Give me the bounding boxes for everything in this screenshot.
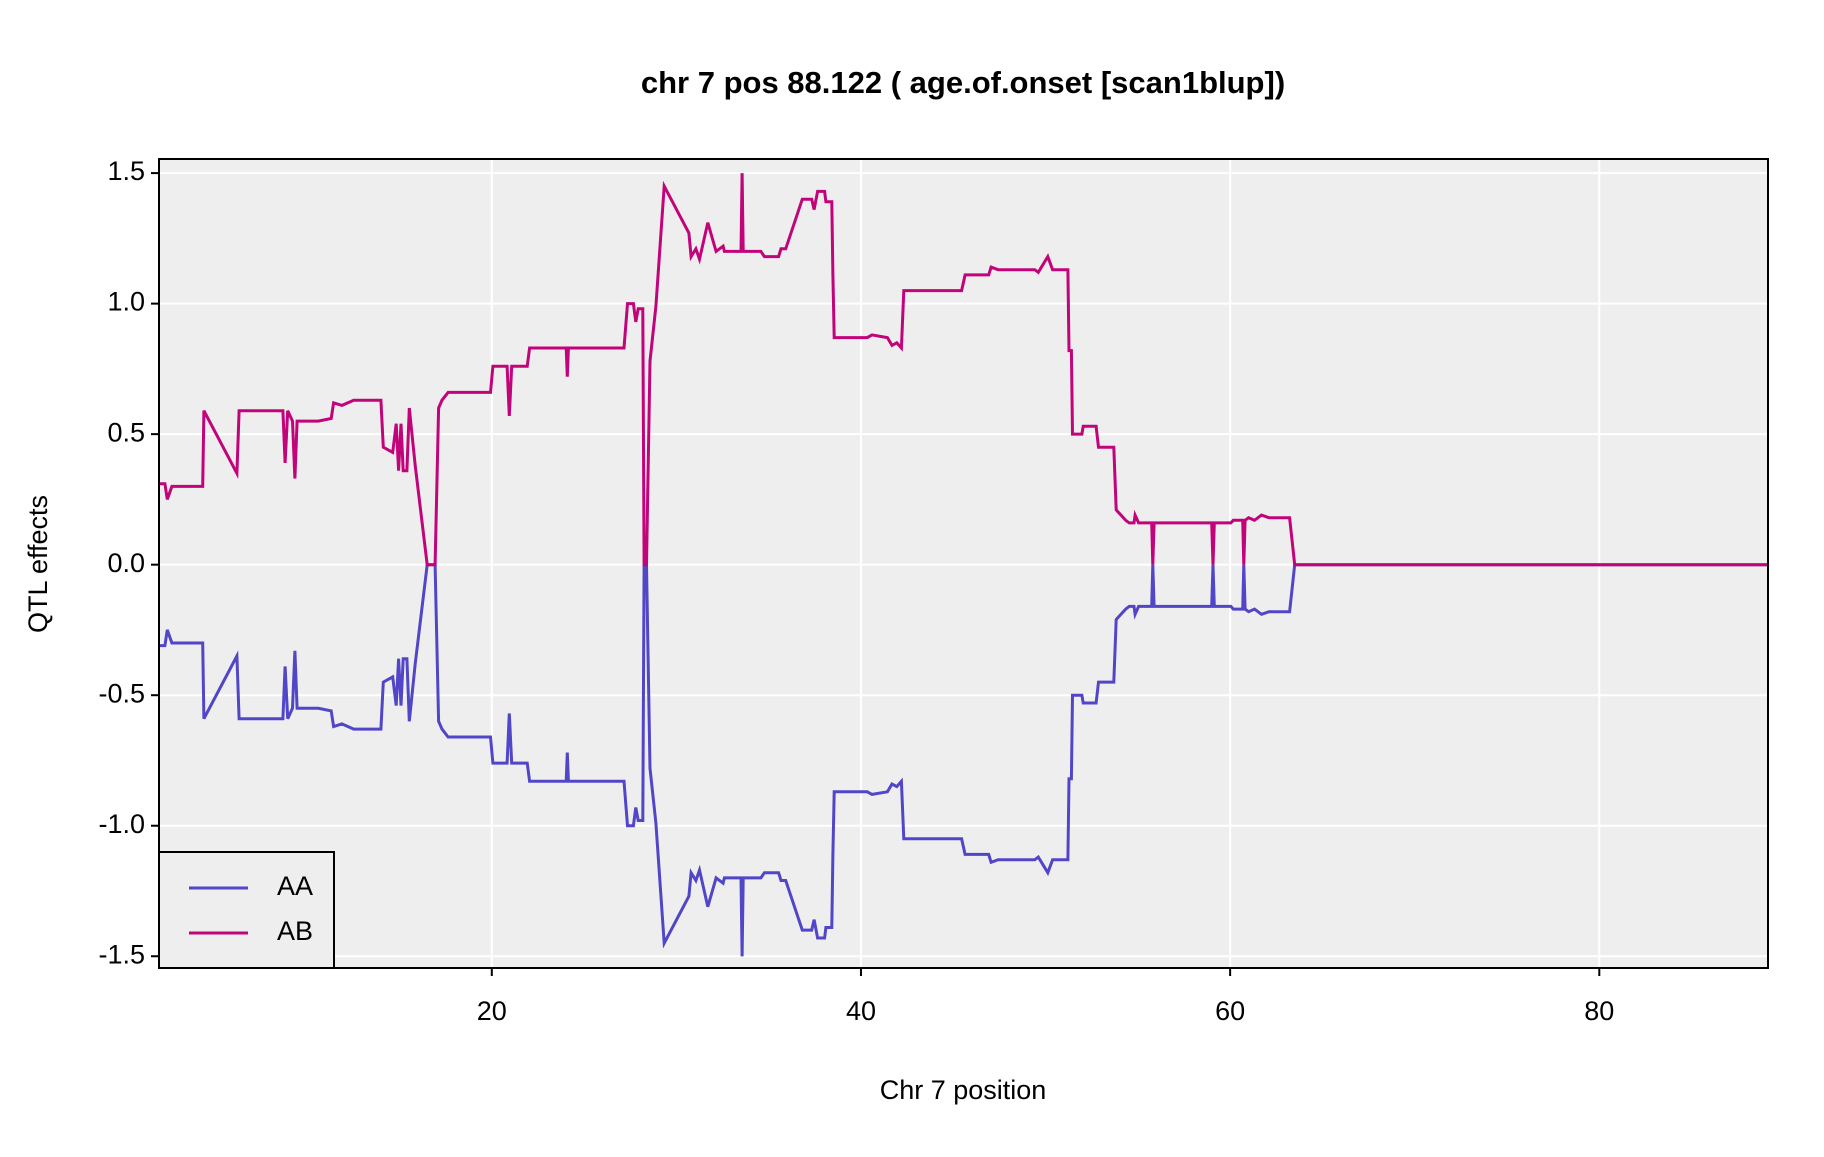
x-tick-label: 20 xyxy=(477,996,507,1026)
legend-box xyxy=(158,851,335,969)
y-tick-label: 0.5 xyxy=(107,417,145,447)
series-line xyxy=(159,173,1768,567)
series-line xyxy=(159,563,1768,957)
y-tick-label: -0.5 xyxy=(98,678,145,708)
legend-label: AA xyxy=(277,871,313,901)
x-tick-label: 40 xyxy=(846,996,876,1026)
y-tick-label: 0.0 xyxy=(107,548,145,578)
x-axis-label: Chr 7 position xyxy=(880,1075,1047,1105)
plot-frame xyxy=(158,158,1769,969)
y-tick-label: -1.5 xyxy=(98,939,145,969)
y-tick-label: 1.5 xyxy=(107,156,145,186)
x-tick-label: 60 xyxy=(1215,996,1245,1026)
y-axis-label: QTL effects xyxy=(23,495,53,633)
x-tick-label: 80 xyxy=(1584,996,1614,1026)
y-tick-label: 1.0 xyxy=(107,287,145,317)
chart-title: chr 7 pos 88.122 ( age.of.onset [scan1bl… xyxy=(641,65,1285,100)
y-tick-label: -1.0 xyxy=(98,809,145,839)
legend-label: AB xyxy=(277,916,313,946)
